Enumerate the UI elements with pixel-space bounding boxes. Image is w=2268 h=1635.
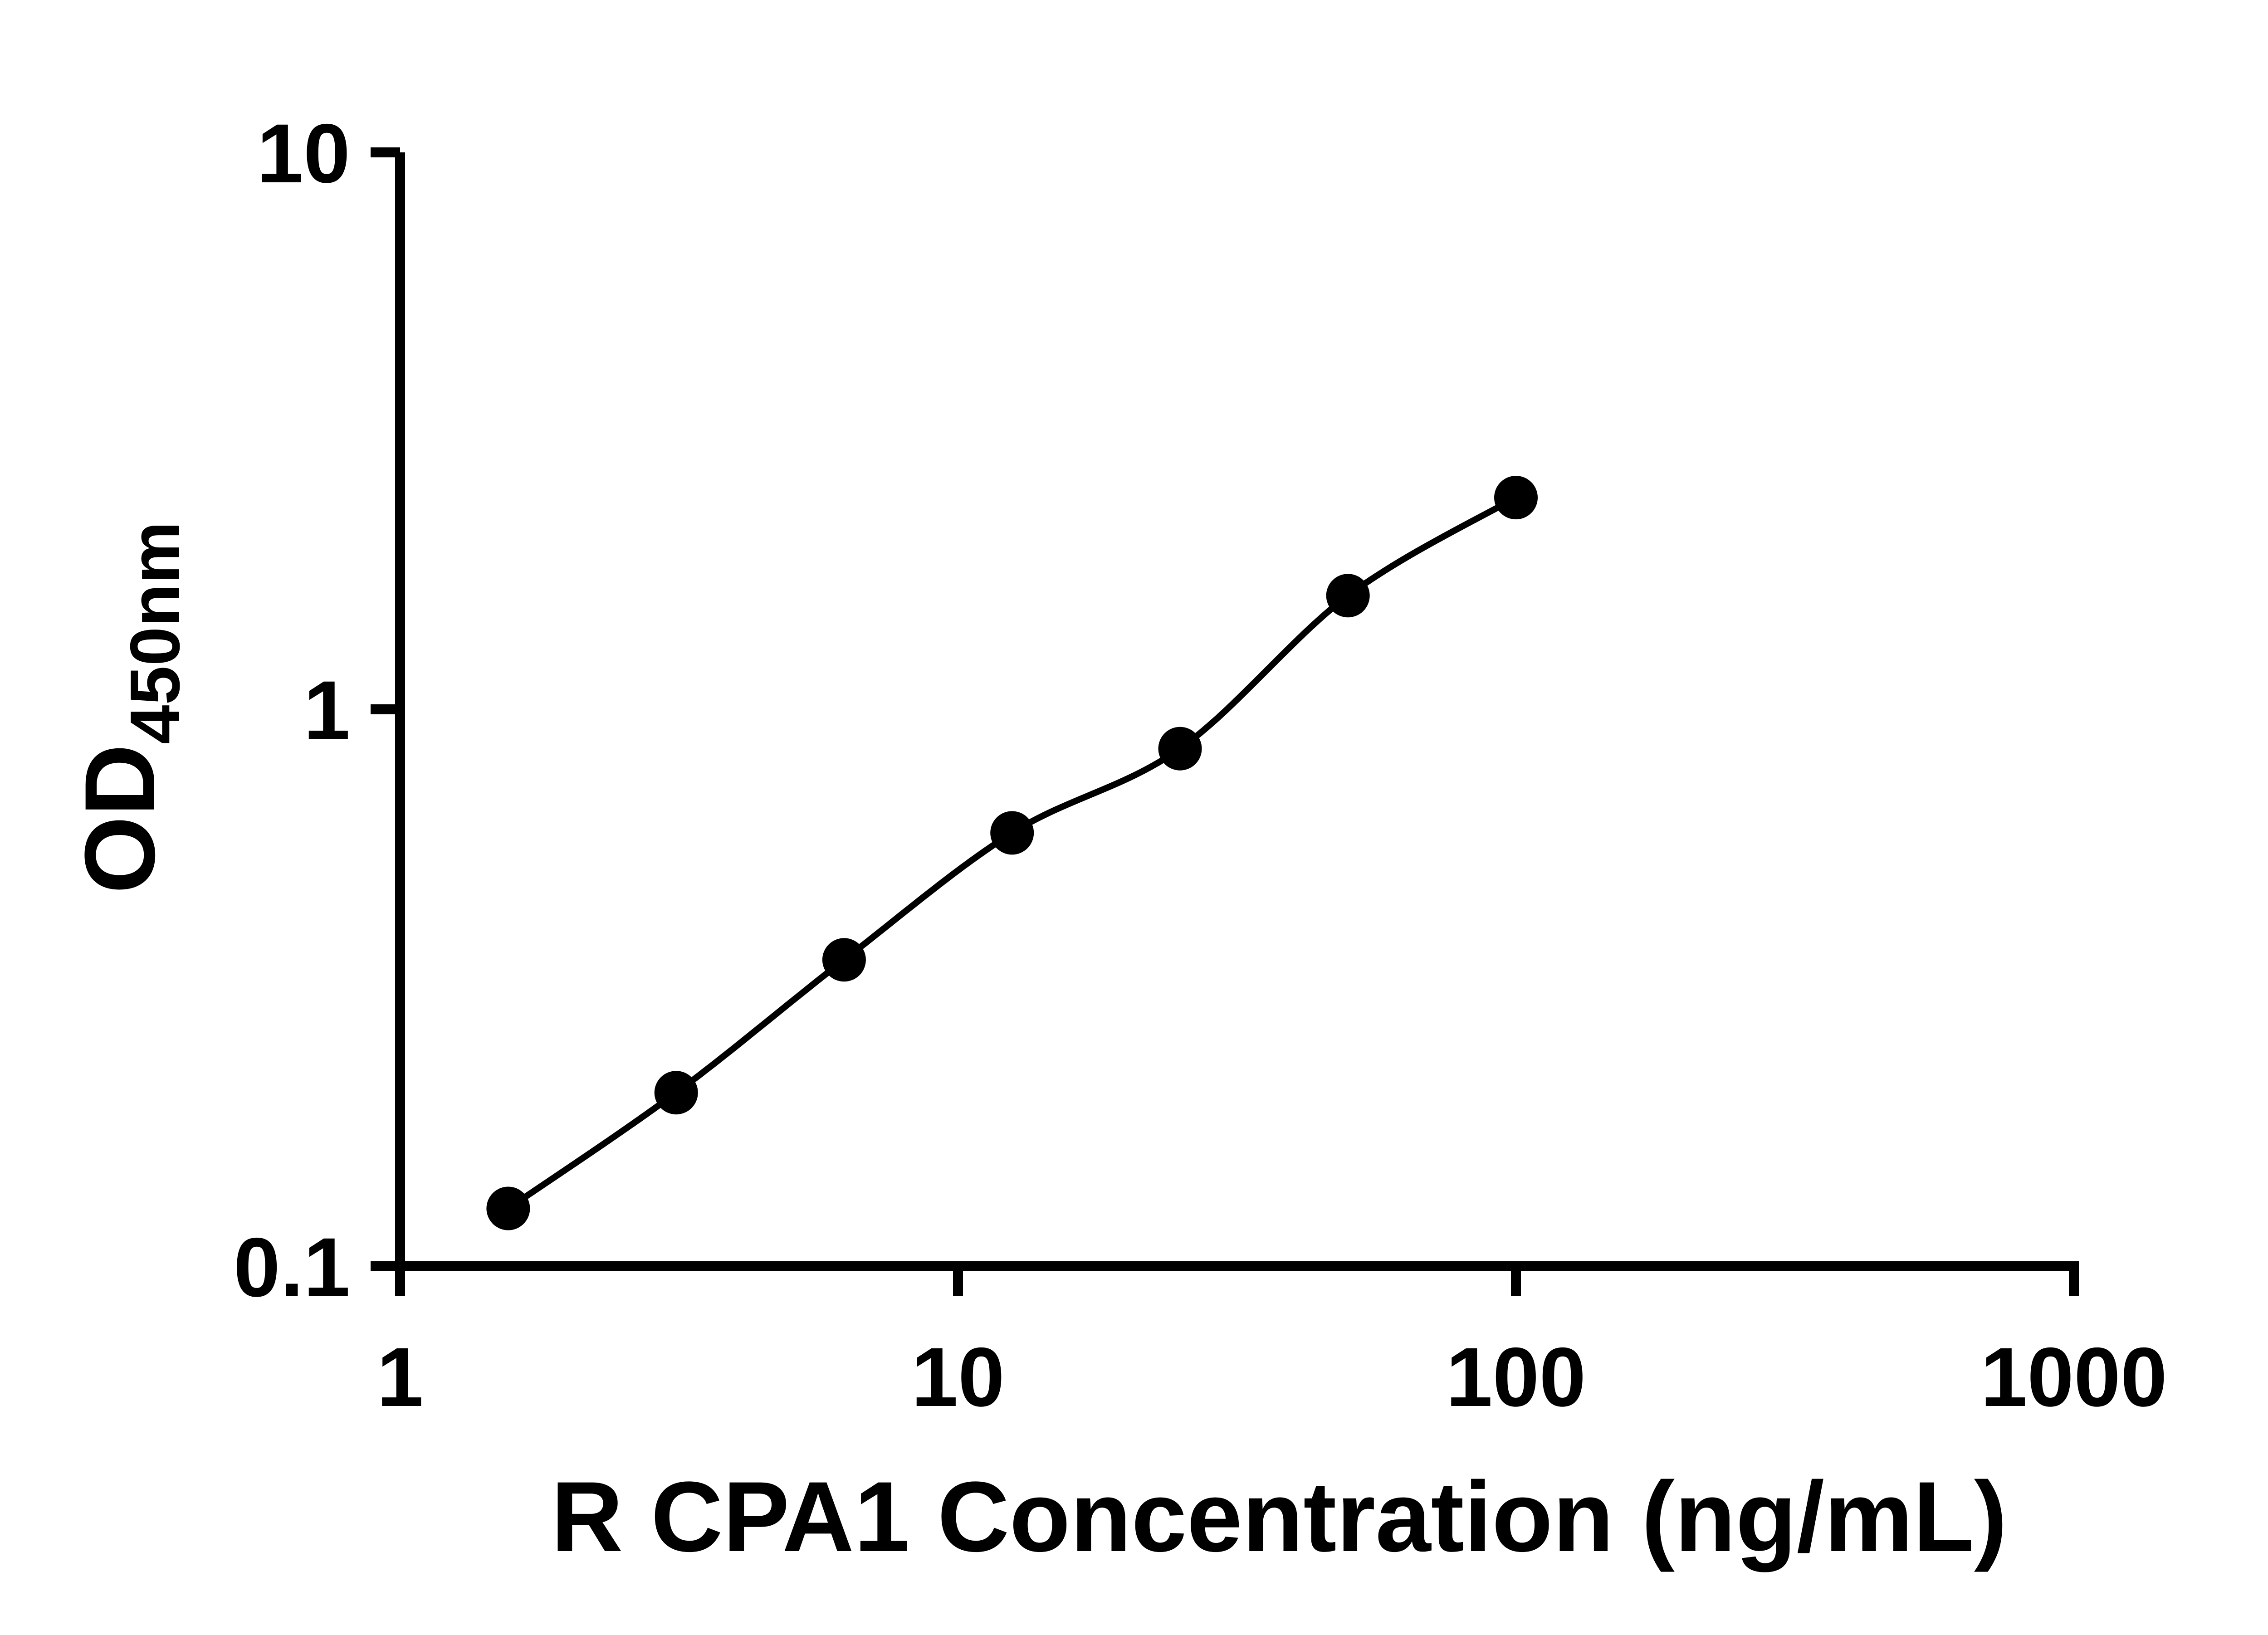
x-tick-label: 1 <box>377 1331 424 1424</box>
data-point <box>1326 574 1370 618</box>
data-point <box>654 1071 698 1115</box>
y-axis-title: OD450nm <box>64 521 194 893</box>
data-point <box>1494 476 1538 520</box>
axis-layer <box>395 152 2079 1271</box>
x-tick-label: 1000 <box>1980 1331 2167 1424</box>
data-point <box>822 938 866 982</box>
y-axis-title-subscript: 450nm <box>116 521 194 744</box>
data-point <box>486 1186 530 1230</box>
x-tick-label: 100 <box>1446 1331 1586 1424</box>
x-axis-title: R CPA1 Concentration (ng/mL) <box>551 1461 2007 1572</box>
y-tick-label: 1 <box>303 664 350 757</box>
x-tick-label: 10 <box>911 1331 1005 1424</box>
tick-layer <box>371 147 2079 1296</box>
data-point-layer <box>486 476 1538 1230</box>
tick-label-layer: 1 10 100 1000 0.1 1 10 <box>234 107 2167 1424</box>
y-tick-label: 10 <box>257 107 350 200</box>
data-point <box>1158 727 1202 771</box>
y-axis-title-main: OD <box>64 744 176 894</box>
data-point <box>990 811 1034 855</box>
y-tick-label: 0.1 <box>234 1221 350 1314</box>
